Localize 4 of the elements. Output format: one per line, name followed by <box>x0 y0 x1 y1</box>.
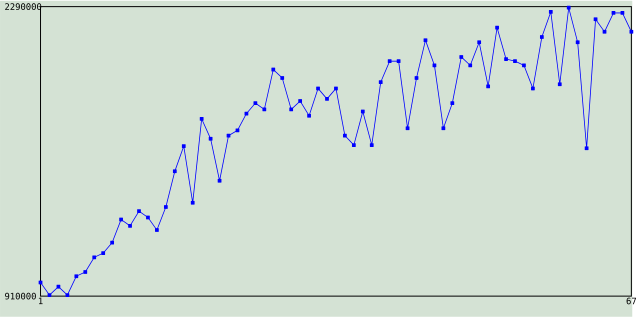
y-tick-label: 910000 <box>5 292 36 300</box>
y-tick-label: 2290000 <box>5 3 42 10</box>
x-tick-label: 1 <box>38 298 43 304</box>
x-tick-label: 67 <box>626 298 636 304</box>
